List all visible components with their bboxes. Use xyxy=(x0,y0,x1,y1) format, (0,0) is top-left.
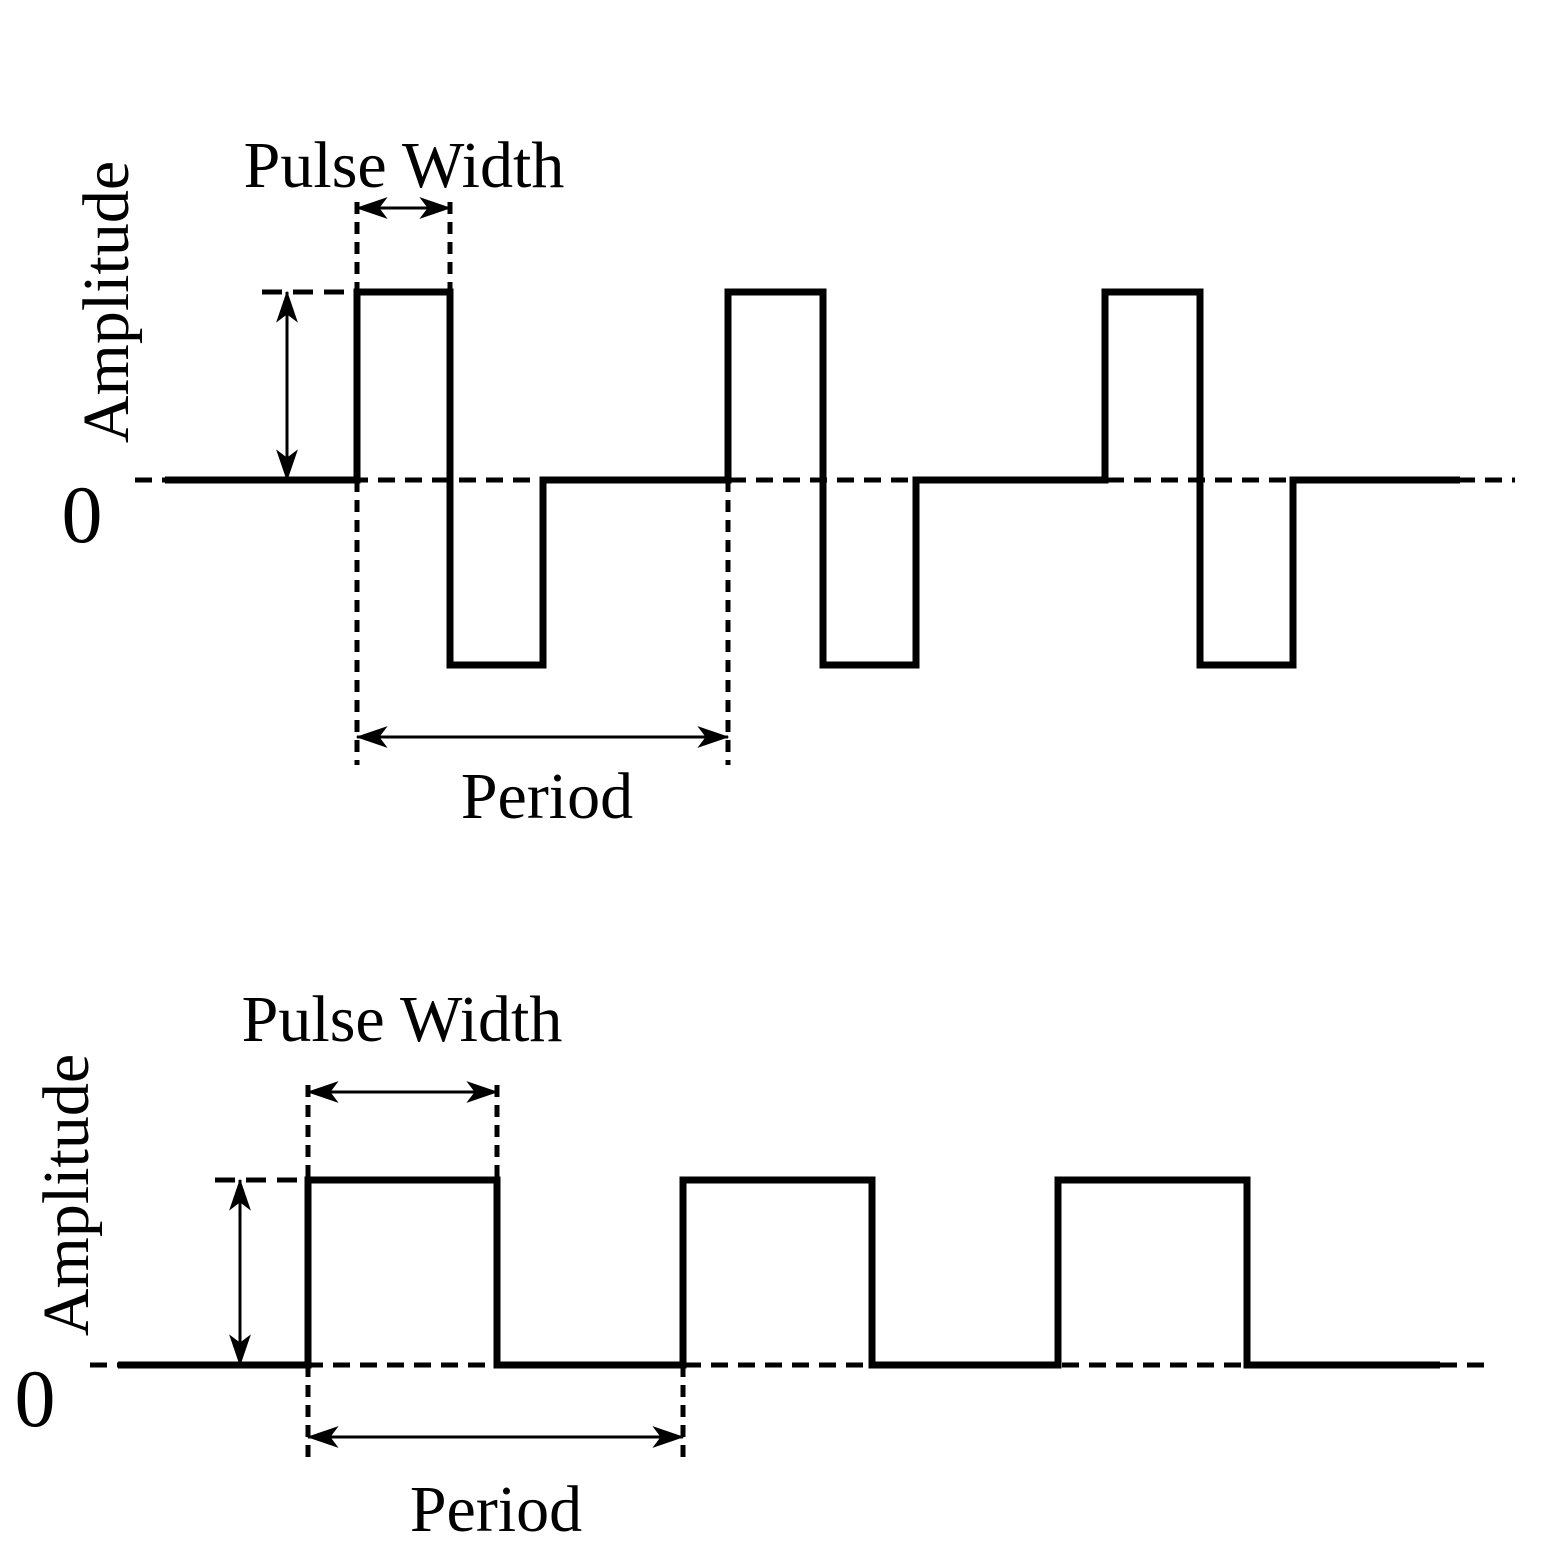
bottom-period-label: Period xyxy=(410,1473,582,1546)
top-zero-label: 0 xyxy=(62,469,103,560)
top-waveform-trace xyxy=(165,288,1460,669)
bottom-panel-unipolar-pulse-train: Pulse Width Amplitude 0 Period xyxy=(15,983,1490,1546)
top-period-label: Period xyxy=(461,760,633,833)
bottom-zero-label: 0 xyxy=(15,1353,56,1444)
bottom-amplitude-label: Amplitude xyxy=(30,1054,103,1336)
top-pulse-width-label: Pulse Width xyxy=(244,129,565,202)
top-amplitude-label: Amplitude xyxy=(70,161,143,443)
top-panel-bipolar-pulse-train: Pulse Width Amplitude 0 Period xyxy=(62,129,1515,833)
bottom-waveform-trace xyxy=(118,1176,1440,1369)
bottom-pulse-width-label: Pulse Width xyxy=(242,983,563,1056)
